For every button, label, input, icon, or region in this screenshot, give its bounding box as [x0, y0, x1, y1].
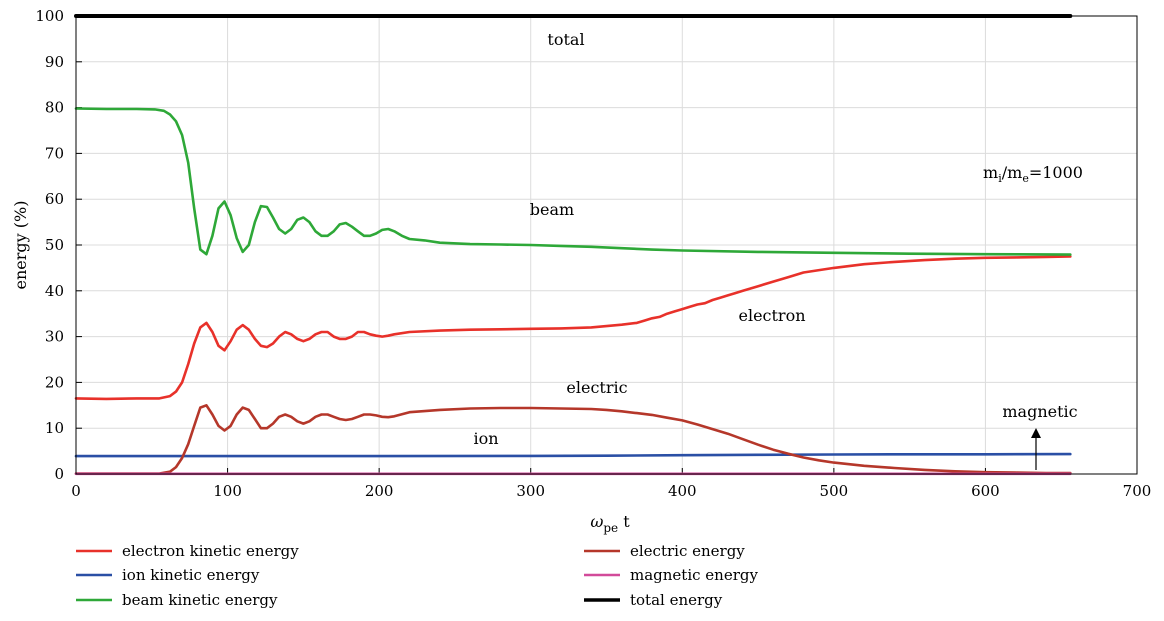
- annotation-ion: ion: [473, 429, 498, 448]
- annotation-total: total: [547, 30, 584, 49]
- x-axis-label: ωpe t: [590, 512, 630, 535]
- x-axis-label-subscript: pe: [603, 521, 618, 535]
- x-tick-label: 200: [365, 482, 394, 500]
- y-tick-label: 90: [45, 53, 64, 71]
- series-line-electron: [74, 255, 1072, 401]
- y-tick-label: 20: [45, 373, 64, 391]
- x-tick-label: 400: [668, 482, 697, 500]
- legend-label-magnetic: magnetic energy: [630, 566, 758, 584]
- y-tick-label: 60: [45, 190, 64, 208]
- magnetic-arrow: [1031, 428, 1041, 470]
- x-tick-label: 100: [213, 482, 242, 500]
- grid: [75, 15, 1138, 475]
- plot-frame: [75, 15, 1138, 475]
- x-axis-label-omega: ω: [590, 512, 603, 531]
- tick-labels: 0 100 200 300 400 500 600 700 0 10 20 30 40 50 60 70 80 9…: [35, 7, 1151, 500]
- annotation-mass-ratio: mi/me=1000: [983, 163, 1083, 185]
- x-tick-label: 600: [971, 482, 1000, 500]
- y-tick-label: 50: [45, 236, 64, 254]
- x-tick-label: 300: [516, 482, 545, 500]
- annotation-magnetic: magnetic: [1002, 402, 1077, 421]
- annotation-electron: electron: [738, 306, 805, 325]
- legend: electron kinetic energy ion kinetic energ…: [76, 542, 758, 609]
- x-tick-label: 700: [1123, 482, 1152, 500]
- x-axis-label-tail: t: [618, 512, 630, 531]
- y-tick-label: 30: [45, 328, 64, 346]
- legend-label-electric: electric energy: [630, 542, 745, 560]
- legend-label-beam: beam kinetic energy: [122, 591, 278, 609]
- y-tick-label: 0: [54, 465, 64, 483]
- x-tick-label: 0: [71, 482, 81, 500]
- annotation-beam: beam: [530, 200, 574, 219]
- y-tick-label: 70: [45, 144, 64, 162]
- legend-label-ion: ion kinetic energy: [122, 566, 260, 584]
- series-line-electric: [74, 403, 1072, 475]
- y-tick-label: 80: [45, 99, 64, 117]
- y-axis-label: energy (%): [11, 201, 30, 290]
- legend-label-electron: electron kinetic energy: [122, 542, 299, 560]
- legend-label-total: total energy: [630, 591, 723, 609]
- series-line-ion: [74, 452, 1072, 458]
- x-tick-label: 500: [820, 482, 849, 500]
- y-tick-label: 40: [45, 282, 64, 300]
- series-line-beam: [74, 107, 1072, 256]
- annotation-electric: electric: [566, 378, 627, 397]
- y-tick-label: 100: [35, 7, 64, 25]
- y-tick-label: 10: [45, 419, 64, 437]
